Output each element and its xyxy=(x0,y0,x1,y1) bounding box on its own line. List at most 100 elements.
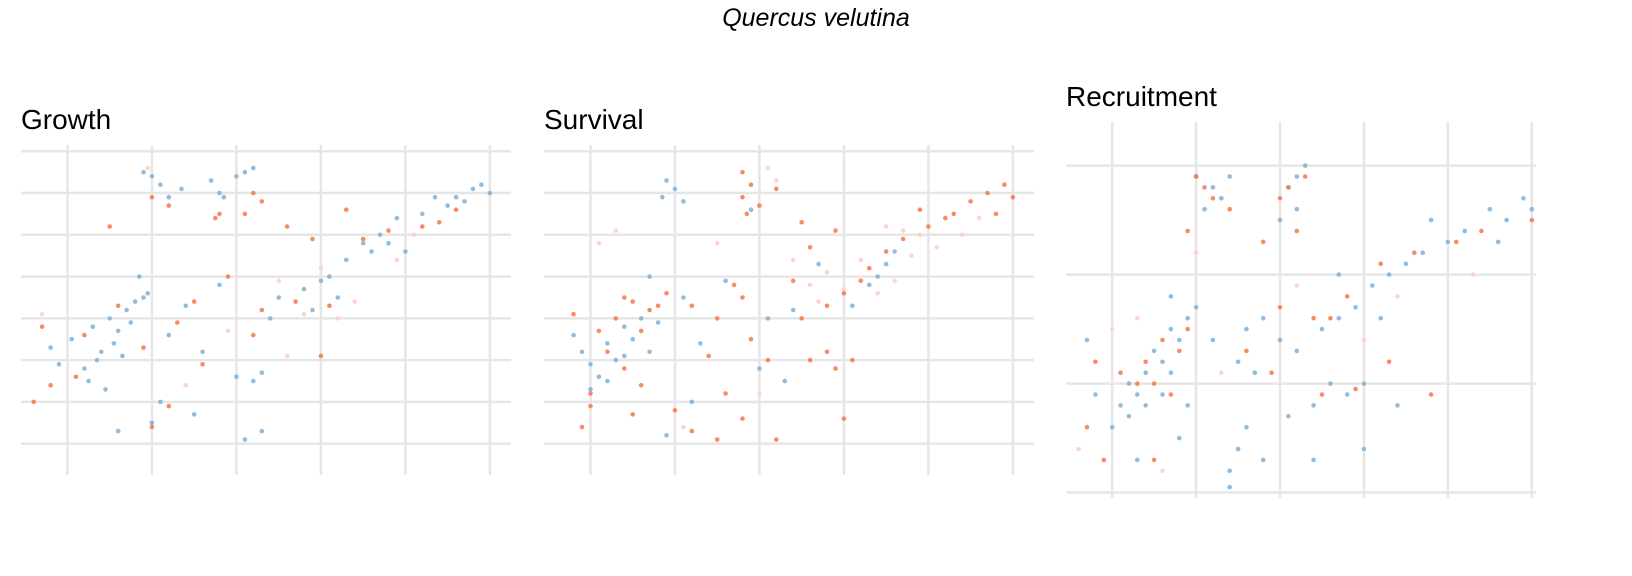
scatter-point-blue xyxy=(48,345,53,350)
scatter-point-blue xyxy=(664,433,669,438)
scatter-point-orange xyxy=(900,236,906,242)
scatter-point-blue xyxy=(1185,315,1190,321)
scatter-point-blue xyxy=(672,186,678,192)
scatter-point-blue xyxy=(369,249,374,254)
panel-title-survival: Survival xyxy=(544,104,644,135)
scatter-point-orange xyxy=(740,169,745,175)
scatter-point-blue xyxy=(234,374,239,380)
scatter-point-orange xyxy=(251,332,256,338)
scatter-point-blue xyxy=(1420,250,1425,256)
survival-scatter-plot xyxy=(544,145,1034,475)
scatter-point-blue xyxy=(1286,414,1291,419)
scatter-point-blue xyxy=(1361,446,1367,452)
scatter-point-faint xyxy=(145,165,150,171)
scatter-point-faint xyxy=(276,278,281,284)
scatter-point-orange xyxy=(318,353,324,359)
scatter-point-orange xyxy=(841,416,847,421)
scatter-point-blue xyxy=(132,299,138,304)
scatter-point-orange xyxy=(807,357,813,363)
scatter-point-orange xyxy=(115,303,121,309)
scatter-point-blue xyxy=(251,165,256,171)
scatter-point-blue xyxy=(166,194,172,200)
scatter-point-orange xyxy=(968,199,973,204)
scatter-point-orange xyxy=(1286,185,1291,190)
scatter-point-blue xyxy=(1403,261,1409,266)
scatter-point-blue xyxy=(103,387,108,392)
scatter-point-blue xyxy=(141,169,146,175)
scatter-point-blue xyxy=(1378,315,1383,321)
scatter-point-orange xyxy=(259,307,265,313)
scatter-point-blue xyxy=(1202,206,1207,212)
scatter-point-orange xyxy=(1328,315,1333,321)
scatter-point-blue xyxy=(1487,206,1493,212)
scatter-point-blue xyxy=(1126,381,1132,386)
growth-scatter-plot xyxy=(21,145,511,475)
scatter-point-blue xyxy=(183,303,188,309)
scatter-point-blue xyxy=(432,194,438,200)
scatter-point-blue xyxy=(1093,392,1098,397)
scatter-point-faint xyxy=(757,391,762,396)
scatter-point-blue xyxy=(1177,435,1182,441)
scatter-point-blue xyxy=(647,274,652,279)
scatter-point-orange xyxy=(655,303,661,309)
scatter-point-orange xyxy=(630,299,635,304)
scatter-point-faint xyxy=(714,240,720,246)
scatter-point-orange xyxy=(200,362,205,367)
scatter-point-orange xyxy=(1160,337,1165,343)
scatter-point-blue xyxy=(179,186,184,192)
scatter-point-blue xyxy=(1361,381,1367,386)
scatter-point-orange xyxy=(613,316,619,321)
scatter-point-orange xyxy=(799,316,804,321)
scatter-point-orange xyxy=(858,278,864,284)
scatter-point-faint xyxy=(352,299,358,304)
scatter-point-blue xyxy=(208,178,214,183)
scatter-point-blue xyxy=(111,341,117,346)
scatter-point-blue xyxy=(1336,272,1342,277)
scatter-point-orange xyxy=(985,190,990,196)
scatter-point-orange xyxy=(1277,196,1283,201)
scatter-point-orange xyxy=(807,245,813,250)
scatter-point-blue xyxy=(259,428,265,434)
scatter-point-faint xyxy=(976,215,982,221)
scatter-point-blue xyxy=(1294,348,1300,354)
scatter-point-blue xyxy=(1353,305,1358,310)
scatter-point-orange xyxy=(251,190,256,196)
scatter-point-blue xyxy=(571,332,576,338)
scatter-point-orange xyxy=(1386,359,1392,365)
scatter-point-blue xyxy=(1336,315,1342,321)
scatter-point-blue xyxy=(1235,446,1241,452)
scatter-point-blue xyxy=(487,190,493,196)
scatter-point-blue xyxy=(115,328,121,334)
scatter-point-blue xyxy=(1143,403,1148,408)
scatter-point-blue xyxy=(377,232,383,238)
scatter-point-faint xyxy=(816,299,821,304)
scatter-point-blue xyxy=(892,249,897,254)
scatter-point-blue xyxy=(1168,326,1174,332)
scatter-point-blue xyxy=(86,378,91,384)
scatter-point-orange xyxy=(1093,359,1098,365)
scatter-point-faint xyxy=(39,311,45,317)
scatter-point-blue xyxy=(622,324,627,329)
scatter-point-blue xyxy=(120,353,125,359)
scatter-point-orange xyxy=(740,295,745,300)
scatter-point-blue xyxy=(1193,305,1199,310)
scatter-point-blue xyxy=(1277,337,1283,343)
scatter-point-orange xyxy=(740,194,745,200)
scatter-point-orange xyxy=(723,391,728,396)
scatter-point-faint xyxy=(1470,272,1476,277)
scatter-point-blue xyxy=(251,378,256,384)
scatter-point-blue xyxy=(1302,163,1308,168)
scatter-point-orange xyxy=(166,403,172,409)
scatter-point-blue xyxy=(1219,196,1224,201)
scatter-point-faint xyxy=(1395,294,1400,299)
scatter-point-orange xyxy=(1269,370,1274,375)
scatter-point-orange xyxy=(1118,370,1123,375)
scatter-point-orange xyxy=(327,303,332,309)
scatter-point-blue xyxy=(234,174,239,179)
scatter-point-orange xyxy=(453,207,459,212)
scatter-point-blue xyxy=(1319,326,1325,332)
scatter-point-faint xyxy=(1193,250,1199,256)
scatter-point-blue xyxy=(462,199,467,204)
scatter-point-orange xyxy=(149,194,155,200)
scatter-point-orange xyxy=(841,291,847,296)
